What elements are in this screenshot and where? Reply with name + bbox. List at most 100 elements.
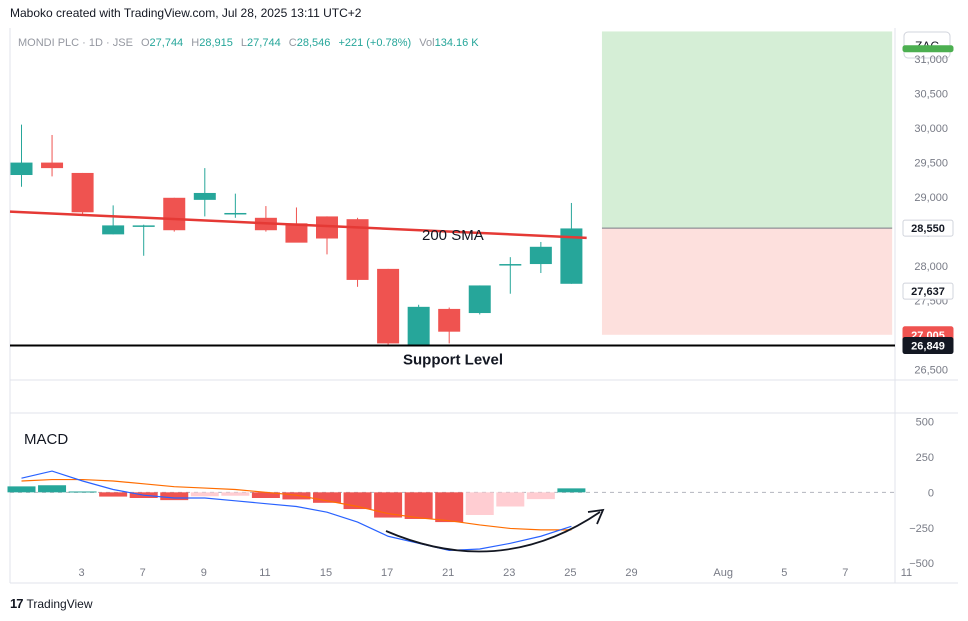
time-tick-label: Aug (713, 567, 733, 579)
price-label-text: 27,637 (911, 286, 945, 298)
time-tick-label: 5 (781, 567, 787, 579)
macd-histogram-bar (526, 492, 555, 500)
time-tick-label: 25 (564, 567, 576, 579)
legend-vol-label: Vol (419, 37, 434, 49)
candle-body (377, 268, 400, 344)
macd-tick-label: 250 (916, 452, 934, 464)
candle-body (438, 308, 461, 332)
candles-group (10, 124, 583, 347)
macd-tick-label: 500 (916, 417, 934, 429)
frame (9, 28, 958, 584)
candle-body (41, 162, 64, 169)
macd-title: MACD (24, 431, 68, 448)
macd-histogram-bar (99, 492, 128, 497)
price-label-badge (902, 337, 954, 355)
reversal-arrow (385, 511, 601, 553)
legend-h-label: H (191, 37, 199, 49)
legend-c-label: C (289, 37, 297, 49)
attribution: Maboko created with TradingView.com, Jul… (10, 6, 362, 20)
legend-change: +221 (+0.78%) (338, 37, 411, 49)
time-tick-label: 3 (79, 567, 85, 579)
macd-histogram-bar (435, 492, 464, 523)
candle-body (499, 264, 522, 266)
legend-o-value: 27,744 (150, 37, 184, 49)
sma-200-label: 200 SMA (422, 227, 484, 244)
price-tick-label: 26,500 (914, 365, 948, 377)
macd-tick-label: 0 (928, 487, 934, 499)
time-tick-label: 21 (442, 567, 454, 579)
macd-histogram-bar (221, 492, 250, 496)
time-tick-label: 23 (503, 567, 515, 579)
time-tick-label: 11 (901, 567, 912, 579)
candle-body (71, 172, 94, 213)
price-label-badge (902, 219, 954, 237)
macd-histogram-bar (190, 492, 219, 497)
price-tick-label: 31,000 (914, 54, 948, 66)
legend-l-label: L (241, 37, 247, 49)
time-tick-label: 15 (320, 567, 332, 579)
legend-c-value: 28,546 (297, 37, 331, 49)
price-label-text: 26,849 (911, 341, 945, 353)
sma-200-line[interactable] (9, 210, 587, 240)
ohlc-legend: MONDI PLC · 1D · JSE O27,744 H28,915 L27… (18, 37, 479, 49)
macd-signal-line[interactable] (21, 478, 572, 531)
candle-body (10, 162, 33, 176)
macd-axis[interactable]: 500 250 0 −250 −500 (909, 417, 934, 571)
loss-zone[interactable] (601, 228, 893, 335)
candle-body (529, 246, 552, 265)
brand-label: TradingView (26, 596, 93, 611)
macd-histogram-bar (557, 488, 586, 493)
candle-body (346, 219, 369, 280)
macd-tick-label: −500 (909, 558, 934, 570)
candle-body (560, 228, 583, 284)
candle-body (316, 216, 338, 239)
profit-zone[interactable] (601, 31, 893, 229)
time-tick-label: 7 (842, 567, 848, 579)
macd-histogram-bar (251, 492, 280, 498)
macd-histogram-bar (282, 492, 311, 500)
tradingview-logo-icon: 17 (10, 596, 24, 611)
candle-body (468, 285, 491, 314)
price-label-badge (902, 45, 954, 53)
time-tick-label: 11 (259, 567, 270, 579)
time-tick-label: 17 (381, 567, 393, 579)
price-tick-label: 30,000 (914, 123, 948, 135)
macd-histogram-bar (313, 492, 341, 503)
candle-body (224, 212, 247, 215)
macd-line[interactable] (21, 470, 572, 552)
macd-histogram (7, 485, 586, 523)
price-tick-label: 28,000 (914, 261, 948, 273)
legend-l-value: 27,744 (247, 37, 281, 49)
macd-histogram-bar (38, 485, 67, 493)
macd-histogram-bar (68, 491, 97, 493)
macd-histogram-bar (160, 492, 189, 501)
macd-histogram-bar (496, 492, 525, 507)
candle-body (193, 192, 216, 200)
price-tick-label: 29,500 (914, 158, 948, 170)
time-axis[interactable]: 3 7 9 11 15 17 21 23 25 29 Aug 5 7 11 (79, 567, 913, 579)
macd-tick-label: −250 (909, 523, 934, 535)
macd-histogram-bar (404, 492, 433, 519)
price-label-text: 28,550 (911, 223, 945, 235)
time-tick-label: 29 (625, 567, 637, 579)
reversal-arrowhead-icon (587, 508, 605, 525)
legend-h-value: 28,915 (199, 37, 233, 49)
candle-body (407, 306, 430, 347)
legend-symbol: MONDI PLC · 1D · JSE (18, 37, 133, 49)
candle-body (163, 197, 186, 231)
candle-body (132, 225, 155, 227)
price-label-badge (902, 282, 954, 300)
footer-brand: 17 TradingView (10, 596, 93, 611)
macd-histogram-bar (465, 492, 494, 515)
time-tick-label: 7 (140, 567, 146, 579)
macd-histogram-bar (7, 486, 36, 493)
support-level-label: Support Level (403, 352, 503, 369)
legend-vol-value: 134.16 K (435, 37, 480, 49)
price-tick-label: 30,500 (914, 89, 948, 101)
candle-body (102, 225, 125, 235)
time-tick-label: 9 (201, 567, 207, 579)
legend-o-label: O (141, 37, 150, 49)
candle-body (285, 223, 308, 243)
